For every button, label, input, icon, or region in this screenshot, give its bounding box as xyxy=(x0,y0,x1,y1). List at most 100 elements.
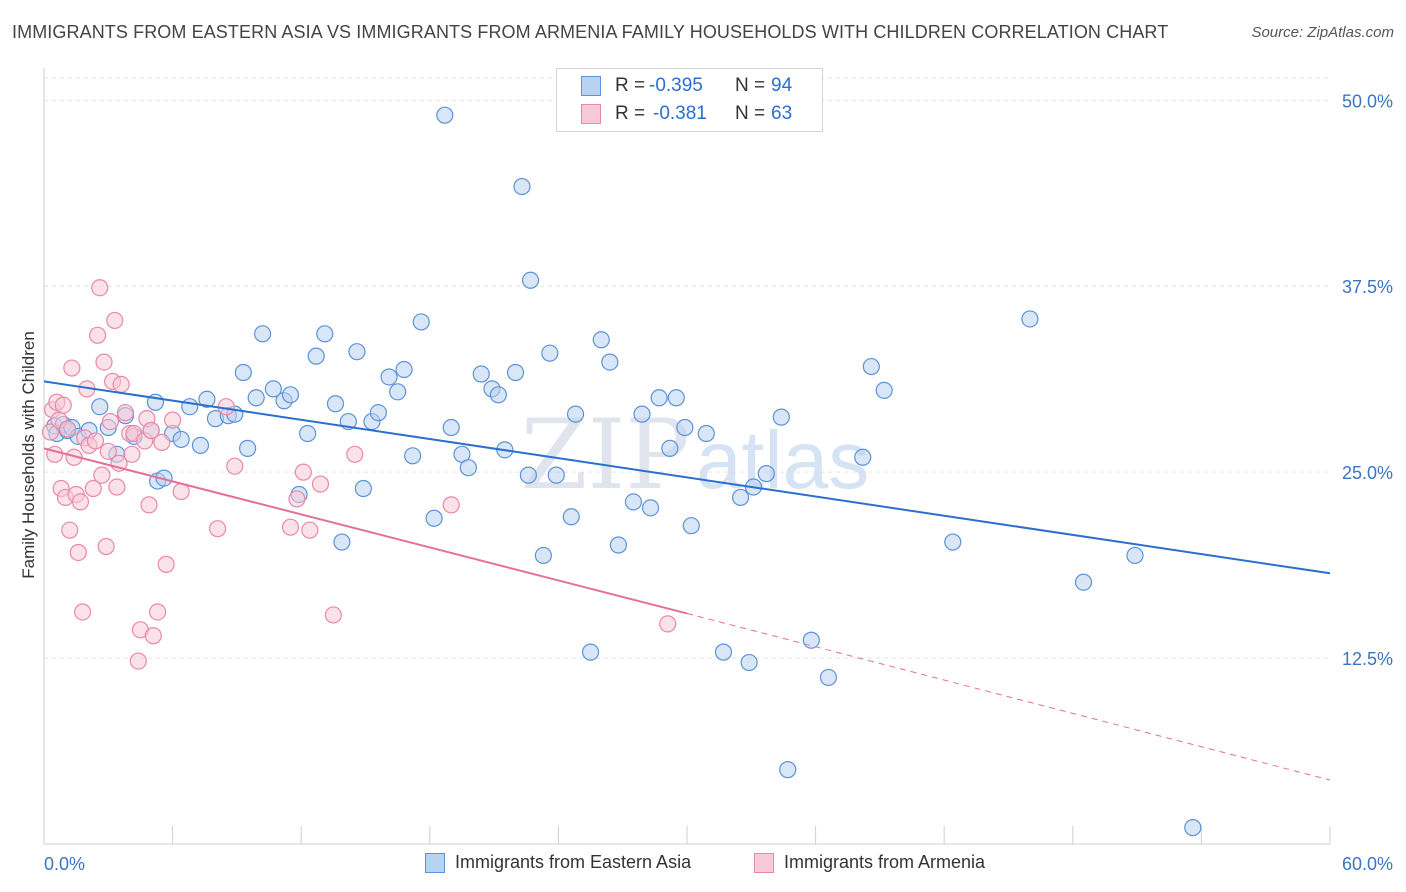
data-point-eastern-asia xyxy=(247,389,265,407)
data-point-eastern-asia xyxy=(316,325,334,343)
data-point-eastern-asia xyxy=(307,347,325,365)
data-point-eastern-asia xyxy=(389,383,407,401)
data-point-eastern-asia xyxy=(802,631,820,649)
data-point-eastern-asia xyxy=(1126,546,1144,565)
data-point-eastern-asia xyxy=(1074,573,1093,591)
data-point-armenia xyxy=(324,606,342,624)
data-point-eastern-asia xyxy=(534,546,552,565)
data-point-eastern-asia xyxy=(380,368,398,386)
y-tick-label: 37.5% xyxy=(1342,277,1393,297)
legend-swatch-pink xyxy=(754,852,774,873)
stats-swatch-blue xyxy=(581,76,601,96)
data-point-armenia xyxy=(346,445,364,463)
data-point-eastern-asia xyxy=(191,436,210,454)
series-eastern-asia xyxy=(46,106,1202,837)
legend-label: Immigrants from Armenia xyxy=(784,852,986,872)
data-point-eastern-asia xyxy=(581,643,600,661)
data-point-eastern-asia xyxy=(714,643,733,661)
data-point-armenia xyxy=(112,375,130,393)
legend-swatch-blue xyxy=(425,852,445,873)
data-point-armenia xyxy=(226,457,244,475)
data-point-eastern-asia xyxy=(369,404,387,422)
data-point-armenia xyxy=(61,521,79,539)
data-point-eastern-asia xyxy=(404,447,422,465)
data-point-eastern-asia xyxy=(862,357,880,376)
y-tick-label: 12.5% xyxy=(1342,649,1393,669)
data-point-eastern-asia xyxy=(875,381,893,399)
trend-line-armenia xyxy=(43,447,688,615)
data-point-armenia xyxy=(41,423,60,441)
y-tick-labels: 12.5% 25.0% 37.5% 50.0% xyxy=(1342,91,1393,669)
data-point-armenia xyxy=(157,555,175,573)
data-point-armenia xyxy=(659,615,677,633)
data-point-eastern-asia xyxy=(650,389,668,407)
data-point-armenia xyxy=(129,652,147,670)
y-axis-title: Family Households with Children xyxy=(19,331,38,579)
data-point-armenia xyxy=(116,404,135,422)
data-point-armenia xyxy=(99,442,117,460)
data-point-eastern-asia xyxy=(731,488,750,507)
data-point-armenia xyxy=(84,479,102,498)
chart-legend: Immigrants from Eastern Asia Immigrants … xyxy=(0,848,1406,882)
data-point-armenia xyxy=(58,420,77,438)
data-point-eastern-asia xyxy=(682,517,700,535)
stats-row-blue: R = -0.395 N = 94 xyxy=(557,73,822,99)
data-point-eastern-asia xyxy=(436,106,454,124)
data-point-eastern-asia xyxy=(592,331,610,349)
trend-line-armenia-extension xyxy=(686,612,1331,781)
data-point-eastern-asia xyxy=(661,439,679,457)
data-point-armenia xyxy=(294,463,312,481)
data-point-eastern-asia xyxy=(779,761,797,779)
data-point-eastern-asia xyxy=(566,405,585,423)
data-point-eastern-asia xyxy=(547,466,565,484)
data-point-armenia xyxy=(123,445,141,463)
data-point-eastern-asia xyxy=(944,533,962,551)
data-point-eastern-asia xyxy=(354,479,372,498)
legend-label: Immigrants from Eastern Asia xyxy=(455,852,692,872)
data-point-eastern-asia xyxy=(667,389,685,407)
stats-n-value: 63 xyxy=(771,103,793,124)
data-point-armenia xyxy=(164,411,182,429)
data-point-armenia xyxy=(95,353,113,371)
stats-n-label: N = xyxy=(735,103,766,124)
data-point-eastern-asia xyxy=(521,271,540,289)
data-point-eastern-asia xyxy=(442,418,460,437)
data-point-eastern-asia xyxy=(609,536,628,554)
stats-r-label: R = xyxy=(615,75,646,96)
data-point-eastern-asia xyxy=(676,418,694,437)
data-point-armenia xyxy=(142,421,160,440)
data-point-eastern-asia xyxy=(562,508,580,526)
data-point-eastern-asia xyxy=(326,395,345,413)
data-point-eastern-asia xyxy=(91,398,109,416)
stats-n-label: N = xyxy=(735,75,766,96)
data-point-armenia xyxy=(144,627,162,645)
data-point-eastern-asia xyxy=(333,533,351,551)
data-point-eastern-asia xyxy=(513,177,531,196)
data-point-armenia xyxy=(69,543,87,562)
data-point-armenia xyxy=(281,518,300,536)
data-point-armenia xyxy=(288,490,306,508)
legend-item-eastern-asia: Immigrants from Eastern Asia xyxy=(425,852,691,873)
data-point-armenia xyxy=(101,412,120,431)
stats-r-label: R = xyxy=(615,103,646,124)
data-point-armenia xyxy=(106,311,124,330)
data-point-eastern-asia xyxy=(757,465,775,483)
data-point-eastern-asia xyxy=(234,363,252,382)
data-point-eastern-asia xyxy=(624,493,643,511)
data-point-eastern-asia xyxy=(740,653,758,672)
legend-item-armenia: Immigrants from Armenia xyxy=(754,852,985,873)
data-point-eastern-asia xyxy=(819,668,838,687)
data-point-armenia xyxy=(153,433,171,452)
stats-r-value: -0.395 xyxy=(649,75,703,96)
data-point-eastern-asia xyxy=(541,344,559,362)
data-point-eastern-asia xyxy=(601,353,619,371)
data-point-eastern-asia xyxy=(198,390,216,408)
data-point-eastern-asia xyxy=(412,313,430,331)
data-point-armenia xyxy=(108,478,126,496)
watermark-zip: ZIP xyxy=(521,399,690,511)
data-point-eastern-asia xyxy=(264,380,282,398)
data-point-eastern-asia xyxy=(425,509,443,527)
data-point-armenia xyxy=(88,326,107,344)
data-point-armenia xyxy=(148,603,167,621)
